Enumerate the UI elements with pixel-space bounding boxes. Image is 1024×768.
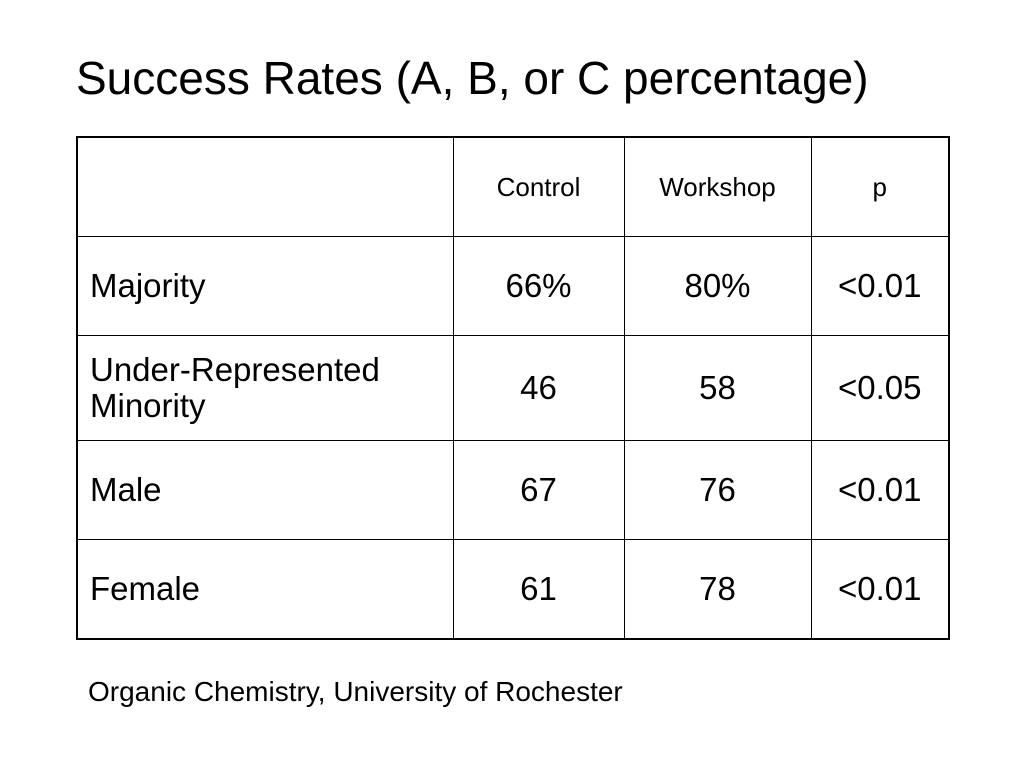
p-value-cell: <0.01 bbox=[810, 539, 950, 640]
workshop-cell: 78 bbox=[623, 539, 812, 640]
table-row: Majority 66% 80% <0.01 bbox=[76, 236, 950, 336]
success-rates-table: Control Workshop p Majority 66% 80% <0.0… bbox=[76, 136, 950, 640]
control-cell: 66% bbox=[452, 236, 625, 336]
header-cell-control: Control bbox=[452, 136, 625, 237]
slide-title: Success Rates (A, B, or C percentage) bbox=[76, 52, 869, 104]
control-cell: 67 bbox=[452, 440, 625, 540]
control-cell: 61 bbox=[452, 539, 625, 640]
row-label: Male bbox=[76, 440, 454, 540]
workshop-cell: 76 bbox=[623, 440, 812, 540]
table-row: Male 67 76 <0.01 bbox=[76, 440, 950, 540]
row-label: Under-Represented Minority bbox=[76, 335, 454, 441]
row-label: Female bbox=[76, 539, 454, 640]
source-caption: Organic Chemistry, University of Rochest… bbox=[88, 676, 623, 707]
p-value-cell: <0.01 bbox=[810, 440, 950, 540]
p-value-cell: <0.05 bbox=[810, 335, 950, 441]
header-cell-p: p bbox=[810, 136, 950, 237]
header-cell-empty bbox=[76, 136, 454, 237]
header-cell-workshop: Workshop bbox=[623, 136, 812, 237]
table-header-row: Control Workshop p bbox=[76, 136, 950, 237]
table-row: Under-Represented Minority 46 58 <0.05 bbox=[76, 335, 950, 441]
workshop-cell: 80% bbox=[623, 236, 812, 336]
table-row: Female 61 78 <0.01 bbox=[76, 539, 950, 640]
workshop-cell: 58 bbox=[623, 335, 812, 441]
p-value-cell: <0.01 bbox=[810, 236, 950, 336]
row-label: Majority bbox=[76, 236, 454, 336]
control-cell: 46 bbox=[452, 335, 625, 441]
